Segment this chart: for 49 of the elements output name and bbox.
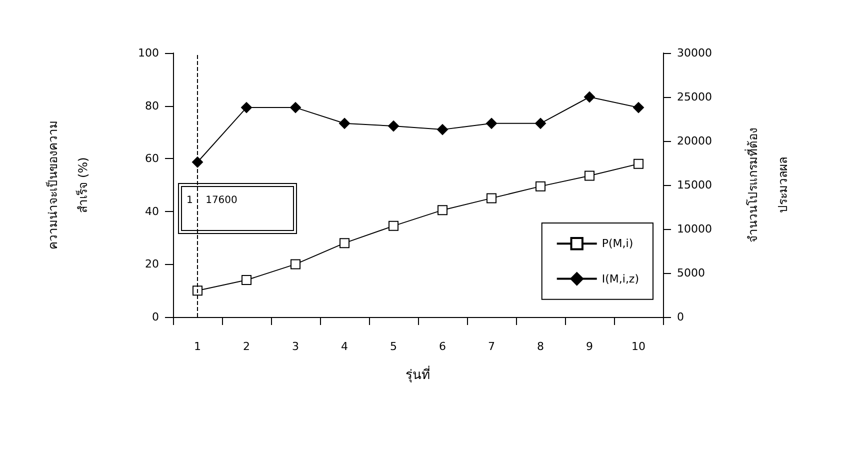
x-tick-label: 7 [488,340,495,353]
x-axis-title: รุ่นที่ [406,366,430,383]
annotation: 1 17600 [186,195,238,206]
x-tick-label: 10 [632,340,646,353]
point [388,220,398,231]
point [290,102,301,114]
text: จำนวนโปรแกรมที่ต้อง ประมวลผล [746,128,790,242]
y-tick-label: 80 [145,99,159,112]
point [584,92,595,102]
point [290,259,300,270]
x-tick-label: 8 [537,340,544,353]
x-tick-label: 6 [439,340,446,353]
y2-tick-label: 20000 [677,134,712,148]
point [437,124,448,136]
point [388,120,399,132]
x-tick-label: 4 [341,340,348,353]
point [584,170,594,181]
point [241,102,252,114]
y2-tick-label: 0 [677,310,684,324]
x-tick-label: 1 [194,340,201,353]
x-tick-label: 5 [390,340,397,353]
point [634,158,644,169]
y2-tick-label: 15000 [677,178,712,192]
legend-label: I(M,i,z) [602,272,640,286]
y-tick-label: 60 [145,152,159,166]
point [340,238,350,248]
y2-tick-label: 30000 [677,46,712,60]
text: ความน่าจะเป็นของความ สำเร็จ (%) [46,120,90,250]
y2-tick-label: 10000 [677,222,712,236]
y-tick-label: 40 [145,204,159,218]
x-tick-label: 9 [586,340,593,353]
point [242,275,252,286]
point [486,118,497,129]
point [438,205,448,216]
point [633,102,644,114]
x-tick-label: 2 [243,340,250,353]
point [192,286,202,296]
y-tick-label: 20 [145,258,159,271]
point [486,193,496,204]
point [535,118,546,129]
y2-tick-label: 5000 [677,266,705,280]
point [536,181,546,192]
point [339,118,350,129]
y-tick-label: 0 [152,310,159,324]
x-tick-label: 3 [292,340,299,353]
point [192,156,203,168]
legend-label: P(M,i) [602,237,634,250]
y2-tick-label: 25000 [677,90,712,104]
y-tick-label: 100 [138,46,159,60]
